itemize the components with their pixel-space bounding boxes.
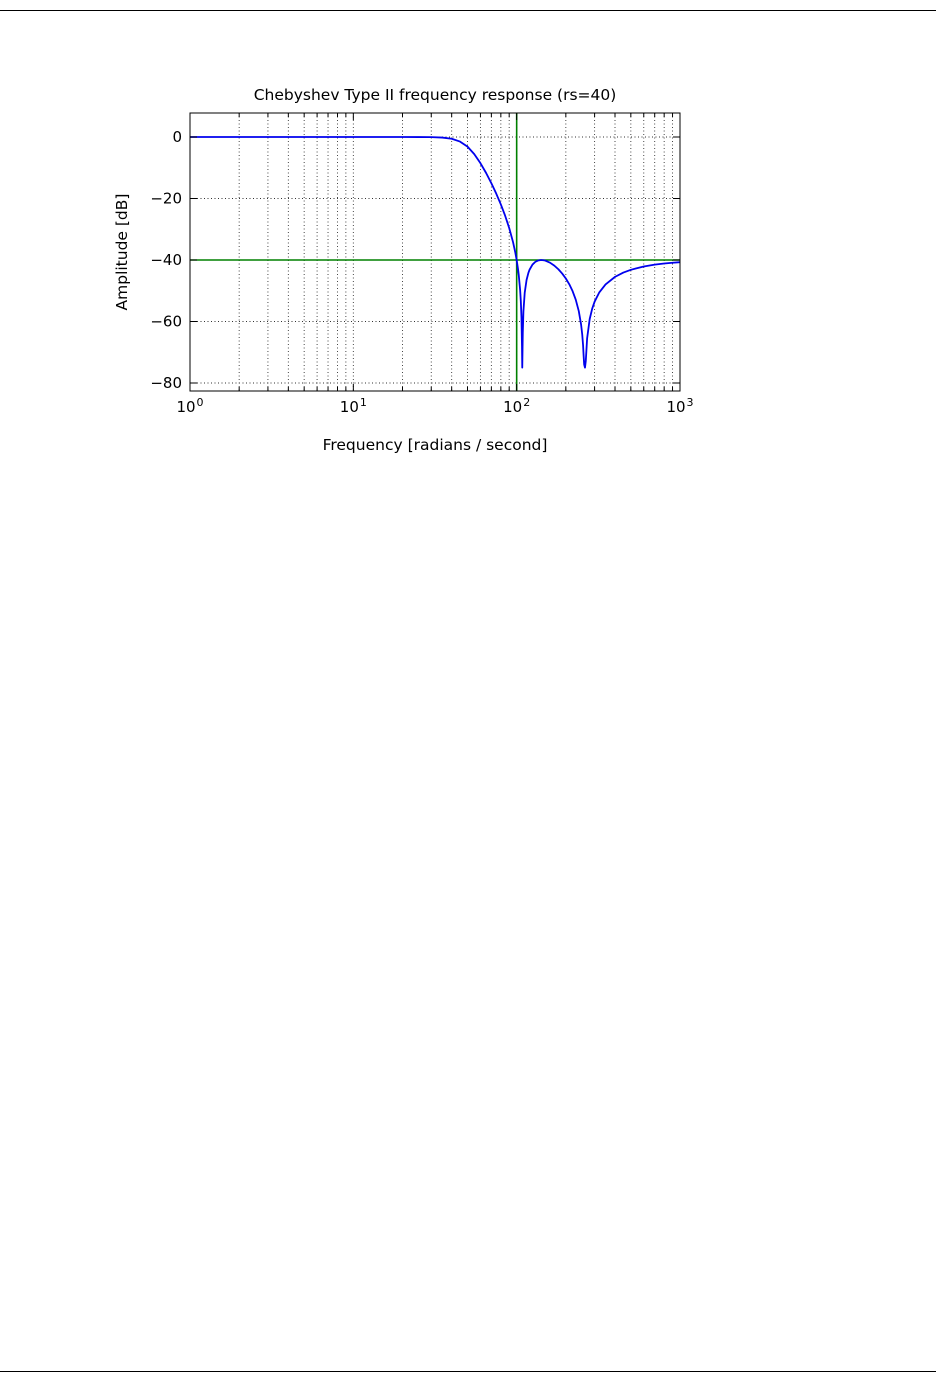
x-tick-label: 103 [666,396,694,416]
x-tick-label: 102 [503,396,531,416]
axis-ticks [189,113,681,391]
y-tick-label: −20 [150,190,182,208]
chart-svg: 0 −20 −40 −60 −80 [150,112,681,392]
page-top-rule [0,10,936,11]
y-tick-label: −60 [150,313,182,331]
chart-title: Chebyshev Type II frequency response (rs… [253,86,617,104]
page-bottom-rule [0,1371,936,1372]
y-axis-label: Amplitude [dB] [113,193,131,311]
y-tick-label: −40 [150,251,182,269]
plot-frame [189,112,681,392]
grid [189,113,681,391]
x-tick-label: 101 [339,396,367,416]
y-tick-label: 0 [172,128,182,146]
x-axis-label: Frequency [radians / second] [322,436,548,454]
frequency-response-line [190,136,680,369]
y-tick-label: −80 [150,374,182,392]
figure: 0 −20 −40 −60 −80 Chebyshev Type II frequenc… [0,0,936,470]
x-tick-label: 100 [176,396,204,416]
